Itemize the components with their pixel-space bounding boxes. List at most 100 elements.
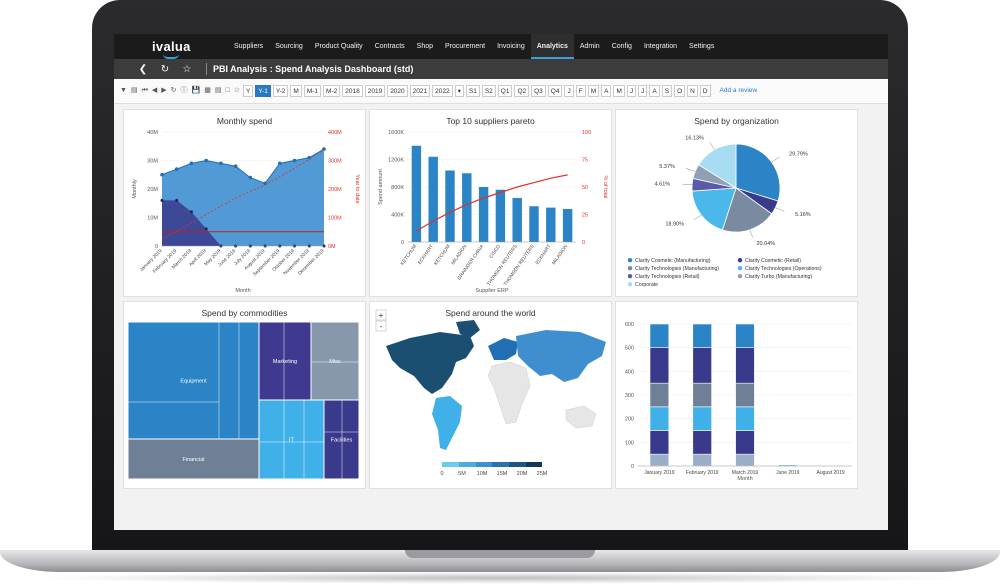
- month-button-1[interactable]: J: [564, 85, 574, 97]
- x-tick-label: CISCO: [488, 243, 502, 259]
- favorite-icon[interactable]: ☆: [233, 87, 241, 94]
- logo-text: ivalua: [152, 39, 191, 54]
- x-tick-label: ECKHART: [534, 244, 552, 266]
- back-icon[interactable]: ❮: [138, 63, 148, 75]
- legend-tick-label: 20M: [517, 471, 528, 477]
- bar: [546, 207, 556, 242]
- year-button-2020[interactable]: 2020: [387, 85, 408, 97]
- x-tick-label: MILADION: [551, 243, 570, 266]
- nav-item-contracts[interactable]: Contracts: [374, 43, 405, 50]
- month-button-3[interactable]: M: [587, 85, 600, 97]
- month-button-5[interactable]: M: [613, 85, 625, 97]
- x-tick-label: ECKHART: [417, 244, 435, 266]
- ivalua-logo[interactable]: ivalua: [114, 39, 194, 59]
- y-tick-label: 0: [401, 240, 404, 246]
- refresh-icon[interactable]: ↻: [160, 63, 170, 75]
- treemap-cell-label: Financial: [182, 457, 204, 463]
- nav-item-admin[interactable]: Admin: [579, 43, 600, 50]
- chart-title: Top 10 suppliers pareto: [446, 116, 535, 126]
- series-1-point: [160, 172, 164, 177]
- series-1-line: [161, 148, 325, 184]
- nav-item-suppliers[interactable]: Suppliers: [234, 43, 264, 50]
- legend-color-step: [458, 462, 476, 467]
- document-icon[interactable]: ▤: [130, 87, 138, 94]
- nav-item-procurement[interactable]: Procurement: [445, 43, 486, 50]
- stacked-bar-segment: [692, 406, 712, 431]
- x-tick-label: THOMSON REUTERS: [486, 244, 519, 287]
- chart-title: Monthly spend: [216, 116, 273, 126]
- month-button-6[interactable]: J: [626, 85, 637, 97]
- save-icon[interactable]: 💾: [191, 87, 201, 94]
- stacked-bar-segment: [735, 323, 755, 348]
- stacked-bar-segment: [649, 453, 670, 467]
- y-tick-label: 1200K: [388, 158, 404, 164]
- chart-title: Spend by commodities: [201, 308, 288, 318]
- info-icon[interactable]: ⓘ: [180, 87, 188, 94]
- legend-color-step: [492, 462, 509, 467]
- add-review-link[interactable]: Add a review: [719, 87, 758, 94]
- month-button-2[interactable]: F: [575, 85, 586, 97]
- pie-value-label: 5.37%: [659, 164, 675, 170]
- year-button-2018[interactable]: 2018: [342, 85, 363, 97]
- next-icon[interactable]: ▶: [161, 87, 167, 94]
- nav-item-config[interactable]: Config: [611, 43, 632, 50]
- reload-icon[interactable]: ↻: [170, 87, 177, 94]
- y2-axis-title: % of total: [602, 176, 608, 199]
- quarter-button-q1[interactable]: Q1: [497, 85, 513, 97]
- year-button-2019[interactable]: 2019: [364, 85, 386, 97]
- nav-item-integration[interactable]: Integration: [643, 43, 678, 50]
- y-tick-label: 800K: [391, 185, 404, 191]
- first-page-icon[interactable]: ⏮: [141, 87, 148, 94]
- x-tick-label: September 2019: [252, 248, 282, 278]
- y-axis-title: Monthly: [132, 179, 138, 199]
- quarter-button-q4[interactable]: Q4: [547, 85, 563, 97]
- month-button-11[interactable]: N: [687, 85, 698, 97]
- range-button-y[interactable]: Y: [243, 85, 254, 97]
- range-button-y-1[interactable]: Y-1: [255, 85, 271, 97]
- area-series-2: [162, 200, 324, 246]
- month-button-7[interactable]: J: [638, 85, 648, 97]
- screen: ivalua Suppliers Sourcing Product Quality C…: [114, 34, 888, 530]
- nav-item-sourcing[interactable]: Sourcing: [275, 43, 303, 50]
- previous-icon[interactable]: ◀: [151, 87, 158, 94]
- print-icon[interactable]: ▤: [214, 87, 222, 94]
- y-tick-label: 10M: [147, 216, 158, 222]
- quarter-button-q3[interactable]: Q3: [531, 85, 546, 97]
- semester-button-s2[interactable]: S2: [481, 85, 496, 97]
- star-icon[interactable]: ☆: [182, 63, 192, 75]
- year-dropdown-icon[interactable]: ▾: [454, 85, 464, 97]
- spend-around-world-panel: Spend around the world + - 0 5M 10M 15M 20M 25M: [369, 301, 612, 489]
- range-button-y-2[interactable]: Y-2: [272, 85, 289, 97]
- nav-item-product-quality[interactable]: Product Quality: [314, 43, 363, 50]
- year-button-2022[interactable]: 2022: [432, 85, 453, 97]
- filter-icon[interactable]: ▼: [120, 87, 127, 94]
- nav-item-settings[interactable]: Settings: [689, 43, 715, 50]
- nav-item-shop[interactable]: Shop: [416, 43, 434, 50]
- spend-by-commodities-panel: Spend by commodities Equipment Marketing M…: [123, 301, 366, 489]
- range-button-m-2[interactable]: M-2: [323, 85, 341, 97]
- export-excel-icon[interactable]: ▦: [204, 87, 211, 94]
- export-pdf-icon[interactable]: □: [225, 87, 230, 94]
- header-divider: [206, 63, 207, 75]
- cumulative-line: [416, 174, 568, 232]
- y2-tick-label: 0M: [328, 244, 336, 250]
- australia-region: [565, 405, 597, 429]
- month-button-8[interactable]: A: [649, 85, 660, 97]
- year-button-2021[interactable]: 2021: [409, 85, 431, 97]
- nav-item-analytics[interactable]: Analytics: [530, 34, 574, 59]
- quarter-button-q2[interactable]: Q2: [514, 85, 530, 97]
- range-button-m[interactable]: M: [290, 85, 302, 97]
- treemap-cell: [310, 321, 360, 401]
- y2-tick-label: 0: [582, 240, 585, 246]
- monthly-spend-panel: Monthly spend 0 10M 20M 30M 40M 0M 100M 200M 300…: [123, 109, 366, 297]
- month-button-10[interactable]: O: [674, 85, 686, 97]
- range-button-m-1[interactable]: M-1: [303, 85, 322, 97]
- nav-item-invoicing[interactable]: Invoicing: [497, 43, 525, 50]
- month-button-9[interactable]: S: [661, 85, 673, 97]
- semester-button-s1[interactable]: S1: [465, 85, 480, 97]
- series-1-point: [174, 167, 179, 171]
- pie-value-label: 4.61%: [655, 182, 671, 188]
- chart-title: Spend around the world: [445, 308, 536, 318]
- month-button-12[interactable]: D: [699, 85, 711, 97]
- month-button-4[interactable]: A: [601, 85, 612, 97]
